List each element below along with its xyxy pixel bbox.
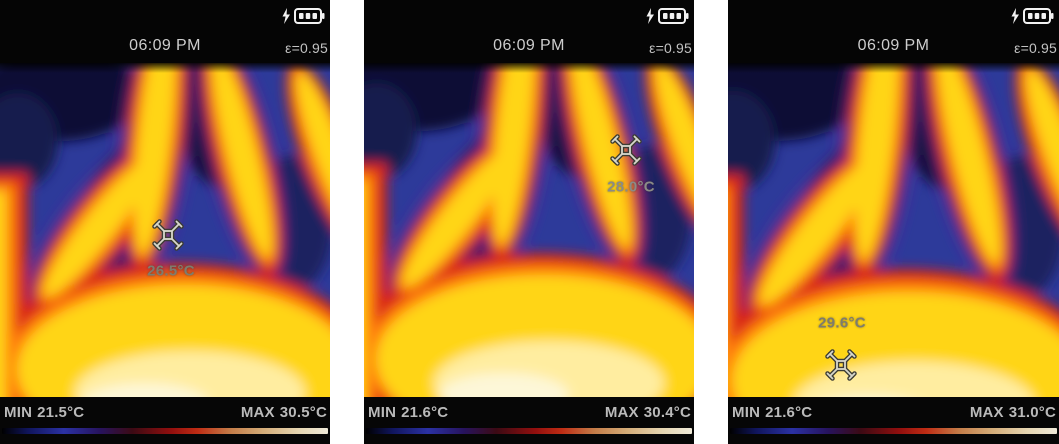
charging-bolt-icon (646, 7, 654, 24)
charging-bolt-icon (1011, 7, 1019, 24)
scale-bar: MIN 21.6°C MAX 31.0°C (728, 397, 1059, 444)
min-temperature: MIN 21.6°C (732, 404, 812, 421)
max-label: MAX (240, 404, 275, 421)
min-temperature: MIN 21.5°C (4, 404, 84, 421)
max-label: MAX (604, 404, 639, 421)
thermal-panel-1: 06:09 PM ε=0.95 26.5°C MIN 21.5°C MAX 30.5… (0, 0, 330, 444)
max-value: 31.0°C (1008, 404, 1056, 421)
min-temperature: MIN 21.6°C (368, 404, 448, 421)
minmax-readout: MIN 21.6°C MAX 31.0°C (728, 397, 1059, 421)
max-value: 30.4°C (643, 404, 691, 421)
palette-gradient-bar (730, 428, 1057, 434)
spot-crosshair-icon (823, 347, 859, 383)
thermal-image-canvas (364, 63, 694, 397)
clock-time: 06:09 PM (129, 37, 201, 54)
max-label: MAX (969, 404, 1004, 421)
min-label: MIN (732, 404, 761, 421)
max-temperature: MAX 31.0°C (970, 404, 1056, 421)
thermal-image: 29.6°C (728, 63, 1059, 397)
thermal-image: 28.0°C (364, 63, 694, 397)
status-icons (282, 7, 326, 25)
thermal-panel-3: 06:09 PM ε=0.95 29.6°C MIN 21.6°C MAX 31.0… (728, 0, 1059, 444)
charging-bolt-icon (282, 7, 290, 24)
emissivity-value: ε=0.95 (285, 40, 328, 56)
max-value: 30.5°C (279, 404, 327, 421)
spot-crosshair-icon (608, 132, 644, 168)
thermal-panel-2: 06:09 PM ε=0.95 28.0°C MIN 21.6°C MAX 30.4… (364, 0, 694, 444)
status-icons (1011, 7, 1055, 25)
battery-icon (658, 7, 690, 24)
spot-crosshair-icon (150, 217, 186, 253)
clock-time: 06:09 PM (493, 37, 565, 54)
status-bar: 06:09 PM ε=0.95 (728, 0, 1059, 63)
thermal-image: 26.5°C (0, 63, 330, 397)
minmax-readout: MIN 21.5°C MAX 30.5°C (0, 397, 330, 421)
status-icons (646, 7, 690, 25)
min-value: 21.6°C (401, 404, 449, 421)
clock-time: 06:09 PM (857, 37, 930, 54)
status-bar: 06:09 PM ε=0.95 (0, 0, 330, 63)
thermal-image-canvas (728, 63, 1059, 397)
palette-gradient-bar (2, 428, 328, 434)
max-temperature: MAX 30.5°C (241, 404, 327, 421)
battery-icon (294, 7, 326, 24)
battery-icon (1023, 7, 1055, 24)
min-label: MIN (4, 404, 33, 421)
minmax-readout: MIN 21.6°C MAX 30.4°C (364, 397, 694, 421)
min-value: 21.6°C (765, 404, 813, 421)
palette-gradient-bar (366, 428, 692, 434)
status-bar: 06:09 PM ε=0.95 (364, 0, 694, 63)
min-label: MIN (368, 404, 397, 421)
min-value: 21.5°C (37, 404, 85, 421)
emissivity-value: ε=0.95 (1014, 40, 1057, 56)
spot-temperature: 29.6°C (818, 314, 866, 332)
scale-bar: MIN 21.5°C MAX 30.5°C (0, 397, 330, 444)
spot-temperature: 28.0°C (607, 178, 655, 196)
spot-temperature: 26.5°C (147, 262, 195, 280)
max-temperature: MAX 30.4°C (605, 404, 691, 421)
emissivity-value: ε=0.95 (649, 40, 692, 56)
scale-bar: MIN 21.6°C MAX 30.4°C (364, 397, 694, 444)
